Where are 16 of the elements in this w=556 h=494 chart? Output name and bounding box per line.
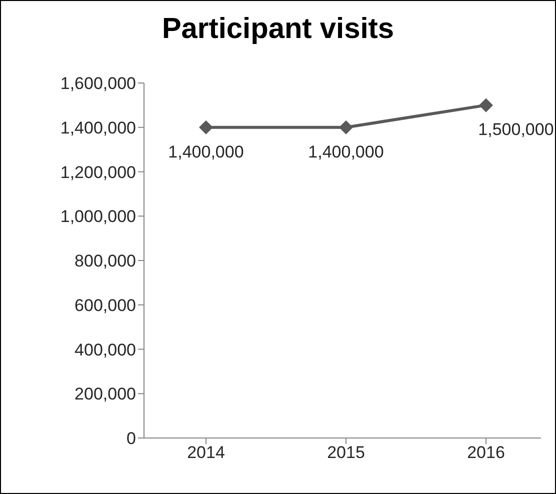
x-tick-label: 2016: [467, 443, 505, 462]
y-tick-label: 800,000: [74, 252, 136, 271]
data-label: 1,500,000: [478, 120, 554, 140]
y-tick-label: 0: [126, 429, 136, 448]
y-tick-label: 1,200,000: [60, 162, 136, 182]
y-tick-label: 1,600,000: [60, 74, 136, 94]
x-tick-label: 2014: [187, 443, 225, 462]
y-tick-label: 600,000: [74, 296, 136, 315]
x-tick-label: 2015: [327, 443, 365, 462]
y-tick-label: 1,400,000: [60, 118, 136, 138]
data-label: 1,400,000: [168, 142, 244, 162]
y-tick-label: 400,000: [74, 340, 136, 360]
chart-title: Participant visits: [160, 13, 396, 46]
y-tick-label: 200,000: [74, 384, 136, 404]
data-label: 1,400,000: [308, 142, 384, 162]
y-tick-label: 1,000,000: [60, 207, 136, 226]
